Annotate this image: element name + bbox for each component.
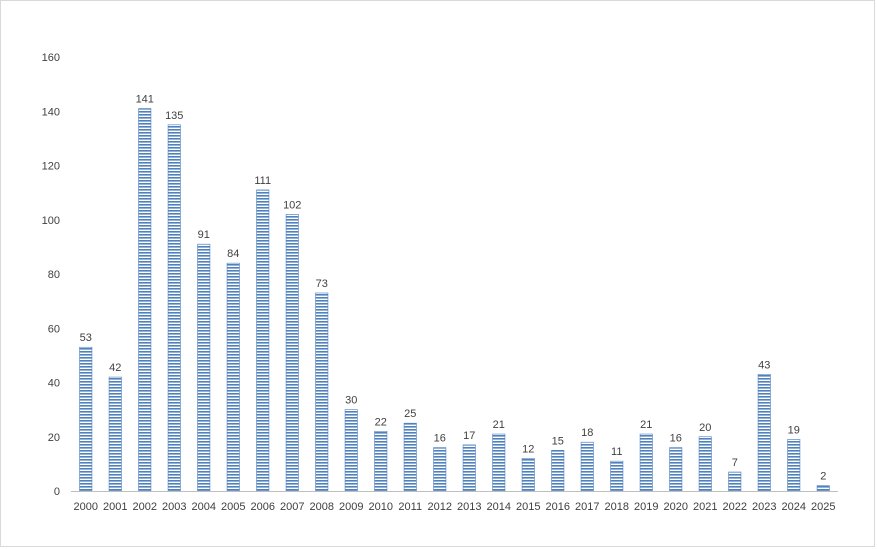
y-tick-label: 160 [42, 52, 60, 64]
data-label: 19 [788, 424, 800, 436]
bar [492, 433, 506, 492]
y-axis-ticks: 0 20 40 60 80 100 120 140 160 [42, 52, 60, 498]
data-label: 53 [80, 332, 92, 344]
data-label: 111 [254, 175, 271, 187]
x-tick-label: 2018 [605, 501, 629, 513]
bar [167, 124, 181, 492]
x-tick-label: 2005 [221, 501, 245, 513]
data-label: 43 [758, 359, 770, 371]
y-tick-label: 20 [48, 432, 60, 444]
bar [728, 471, 742, 492]
x-tick-label: 2006 [251, 501, 275, 513]
bar [580, 441, 594, 492]
bar [462, 444, 476, 492]
x-tick-label: 2019 [634, 501, 658, 513]
x-tick-label: 2000 [74, 501, 98, 513]
x-tick-label: 2022 [723, 501, 747, 513]
bar [108, 376, 122, 492]
data-label: 20 [699, 422, 711, 434]
data-label: 2 [820, 471, 826, 483]
y-tick-label: 0 [54, 486, 60, 498]
data-label: 22 [375, 416, 387, 428]
y-tick-label: 140 [42, 106, 60, 118]
data-label: 25 [404, 408, 416, 420]
x-tick-label: 2017 [575, 501, 599, 513]
y-tick-label: 40 [48, 378, 60, 390]
x-tick-label: 2003 [162, 501, 186, 513]
x-tick-label: 2014 [487, 501, 511, 513]
data-label: 17 [463, 430, 475, 442]
x-tick-label: 2024 [782, 501, 806, 513]
bars [79, 108, 830, 492]
bar [79, 346, 93, 492]
y-tick-label: 100 [42, 215, 60, 227]
bar [403, 422, 417, 492]
data-label: 135 [165, 110, 183, 122]
x-tick-label: 2010 [369, 501, 393, 513]
data-label: 102 [283, 199, 301, 211]
bar [285, 214, 299, 492]
bar [787, 439, 801, 492]
x-tick-label: 2012 [428, 501, 452, 513]
data-label: 12 [522, 443, 534, 455]
data-label: 16 [670, 433, 682, 445]
x-tick-label: 2008 [310, 501, 334, 513]
data-label: 84 [227, 248, 239, 260]
y-tick-label: 120 [42, 161, 60, 173]
bar [698, 436, 712, 492]
bar [757, 374, 771, 492]
x-tick-label: 2004 [192, 501, 216, 513]
data-label: 141 [136, 94, 154, 106]
bar [433, 447, 447, 492]
x-tick-label: 2025 [811, 501, 835, 513]
bar [669, 447, 683, 492]
data-label: 42 [109, 362, 121, 374]
x-tick-label: 2021 [693, 501, 717, 513]
bar [256, 189, 270, 492]
x-tick-label: 2011 [398, 501, 422, 513]
bar [374, 431, 388, 492]
x-tick-label: 2001 [103, 501, 127, 513]
x-tick-label: 2023 [752, 501, 776, 513]
y-tick-label: 80 [48, 269, 60, 281]
data-label: 16 [434, 433, 446, 445]
bar [610, 460, 624, 492]
x-tick-label: 2013 [457, 501, 481, 513]
x-tick-label: 2007 [280, 501, 304, 513]
x-tick-label: 2016 [546, 501, 570, 513]
data-label: 30 [345, 395, 357, 407]
data-label: 73 [316, 278, 328, 290]
bar [138, 108, 152, 492]
data-label: 11 [611, 446, 622, 458]
bar [344, 409, 358, 492]
x-tick-label: 2020 [664, 501, 688, 513]
bar [521, 458, 535, 492]
x-tick-label: 2002 [133, 501, 157, 513]
x-tick-label: 2015 [516, 501, 540, 513]
x-axis-labels: 2000 2001 2002 2003 2004 2005 2006 2007 2008 2009… [74, 501, 836, 513]
bar [197, 243, 211, 492]
y-tick-label: 60 [48, 323, 60, 335]
x-tick-label: 2009 [339, 501, 363, 513]
bar [551, 450, 565, 492]
data-label: 18 [581, 427, 593, 439]
data-label: 21 [493, 419, 505, 431]
data-label: 7 [732, 457, 738, 469]
data-label: 91 [198, 229, 210, 241]
bar [816, 485, 830, 492]
data-label: 15 [552, 435, 564, 447]
bar [639, 433, 653, 492]
bar [226, 262, 240, 492]
bar [315, 292, 329, 492]
data-label: 21 [640, 419, 652, 431]
data-labels: 53 42 141 135 91 84 111 102 73 30 22 25 16 17 21 12 15 18… [80, 94, 827, 483]
